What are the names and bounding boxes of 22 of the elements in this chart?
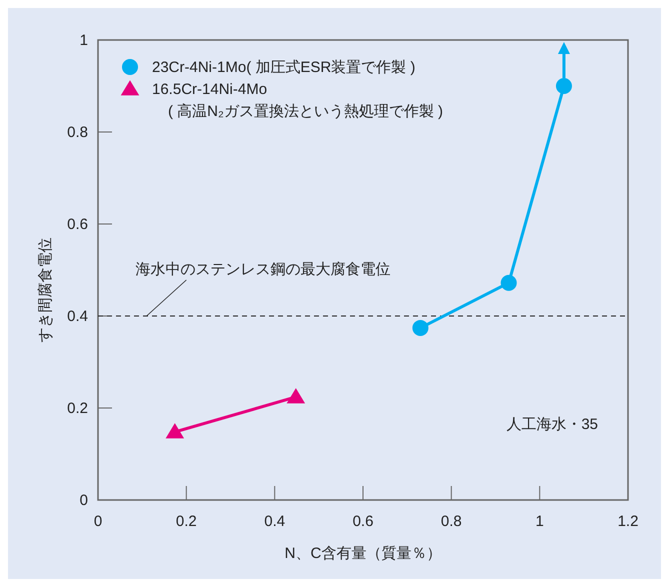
x-tick-label: 0.2	[176, 513, 197, 530]
x-tick-label: 0	[94, 513, 102, 530]
legend-label: 16.5Cr-14Ni-4Mo ( 高温N₂ガス置換法という熱処理で作製 )	[152, 81, 443, 120]
legend-label: 23Cr-4Ni-1Mo( 加圧式ESR装置で作製 )	[152, 59, 416, 76]
y-tick-label: 0.4	[67, 308, 88, 325]
y-tick-label: 0.2	[67, 400, 88, 417]
y-tick-label: 1	[80, 32, 88, 49]
x-tick-label: 1	[535, 513, 544, 530]
x-tick-label: 0.8	[440, 513, 462, 530]
ref-line-label: 海水中のステンレス鋼の最大腐食電位	[136, 261, 391, 278]
x-tick-label: 0.6	[352, 513, 374, 530]
y-axis-title: すき間腐食電位	[37, 238, 54, 342]
x-tick-label: 0.4	[264, 513, 286, 530]
y-tick-label: 0.8	[67, 124, 88, 141]
point	[556, 78, 572, 94]
x-axis-title: N、C含有量（質量％）	[284, 545, 442, 562]
y-tick-label: 0.6	[67, 216, 88, 233]
point	[412, 320, 428, 336]
y-tick-label: 0	[80, 492, 88, 509]
point	[500, 274, 517, 291]
x-tick-label: 1.2	[618, 513, 638, 530]
annotation: 人工海水・35	[506, 416, 598, 433]
